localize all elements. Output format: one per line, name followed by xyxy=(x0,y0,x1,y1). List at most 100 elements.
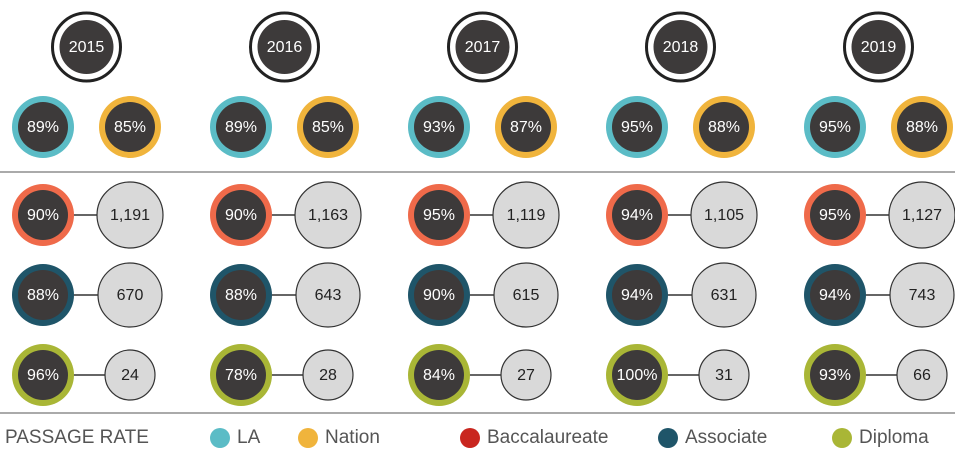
la-label: 95% xyxy=(621,119,653,136)
associate-label: 88% xyxy=(225,287,257,304)
count-circle xyxy=(294,181,362,249)
nation-label: 88% xyxy=(708,119,740,136)
associate-core xyxy=(810,270,860,320)
associate-core xyxy=(18,270,68,320)
count-circle xyxy=(896,349,948,401)
diploma-label: 100% xyxy=(617,367,658,384)
year-core xyxy=(257,20,312,74)
nation-core xyxy=(699,102,749,152)
legend-dot xyxy=(832,428,852,448)
count-label: 1,191 xyxy=(110,207,150,224)
count-label: 631 xyxy=(711,287,738,304)
year-label: 2018 xyxy=(663,39,699,56)
la-core xyxy=(414,102,464,152)
la-core xyxy=(216,102,266,152)
count-circle xyxy=(295,262,361,328)
associate-core xyxy=(216,270,266,320)
legend-dot xyxy=(460,428,480,448)
diploma-core xyxy=(216,350,266,400)
legend-label: LA xyxy=(237,427,261,448)
nation-core xyxy=(897,102,947,152)
year-core xyxy=(653,20,708,74)
legend-dot xyxy=(210,428,230,448)
year-core xyxy=(851,20,906,74)
nation-label: 88% xyxy=(906,119,938,136)
count-circle xyxy=(492,181,560,249)
diploma-label: 96% xyxy=(27,367,59,384)
legend-dot xyxy=(298,428,318,448)
diploma-label: 78% xyxy=(225,367,257,384)
la-label: 89% xyxy=(225,119,257,136)
count-label: 1,105 xyxy=(704,207,744,224)
diploma-core xyxy=(18,350,68,400)
la-core xyxy=(18,102,68,152)
baccalaureate-core xyxy=(414,190,464,240)
count-circle xyxy=(888,181,955,249)
diploma-core xyxy=(810,350,860,400)
legend-label: Diploma xyxy=(859,427,929,448)
nation-core xyxy=(501,102,551,152)
count-label: 66 xyxy=(913,367,931,384)
count-circle xyxy=(97,262,163,328)
count-label: 1,163 xyxy=(308,207,348,224)
count-label: 643 xyxy=(315,287,342,304)
la-core xyxy=(810,102,860,152)
associate-label: 90% xyxy=(423,287,455,304)
count-circle xyxy=(889,262,955,328)
count-circle xyxy=(96,181,164,249)
baccalaureate-label: 90% xyxy=(27,207,59,224)
diploma-core xyxy=(612,350,662,400)
count-label: 615 xyxy=(513,287,540,304)
legend-label: Associate xyxy=(685,427,767,448)
count-circle xyxy=(302,349,354,401)
legend-label: Baccalaureate xyxy=(487,427,608,448)
diploma-label: 84% xyxy=(423,367,455,384)
count-label: 1,127 xyxy=(902,207,942,224)
nation-label: 85% xyxy=(312,119,344,136)
count-circle xyxy=(691,262,757,328)
nation-core xyxy=(105,102,155,152)
baccalaureate-core xyxy=(18,190,68,240)
la-core xyxy=(612,102,662,152)
count-label: 743 xyxy=(909,287,936,304)
count-circle xyxy=(493,262,559,328)
count-label: 1,119 xyxy=(507,207,546,224)
diploma-core xyxy=(414,350,464,400)
year-label: 2016 xyxy=(267,39,303,56)
baccalaureate-core xyxy=(216,190,266,240)
associate-label: 94% xyxy=(819,287,851,304)
legend-label: Nation xyxy=(325,427,380,448)
baccalaureate-core xyxy=(810,190,860,240)
baccalaureate-core xyxy=(612,190,662,240)
count-circle xyxy=(500,349,552,401)
count-circle xyxy=(690,181,758,249)
nation-label: 87% xyxy=(510,119,542,136)
nation-core xyxy=(303,102,353,152)
baccalaureate-label: 95% xyxy=(819,207,851,224)
la-label: 89% xyxy=(27,119,59,136)
count-label: 28 xyxy=(319,367,337,384)
year-label: 2015 xyxy=(69,39,105,56)
count-circle xyxy=(104,349,156,401)
count-label: 24 xyxy=(121,367,139,384)
diploma-label: 93% xyxy=(819,367,851,384)
count-label: 27 xyxy=(517,367,535,384)
baccalaureate-label: 90% xyxy=(225,207,257,224)
count-label: 670 xyxy=(117,287,144,304)
count-circle xyxy=(698,349,750,401)
associate-core xyxy=(612,270,662,320)
associate-label: 94% xyxy=(621,287,653,304)
baccalaureate-label: 94% xyxy=(621,207,653,224)
associate-core xyxy=(414,270,464,320)
year-label: 2017 xyxy=(465,39,501,56)
associate-label: 88% xyxy=(27,287,59,304)
legend-title: PASSAGE RATE xyxy=(5,427,149,448)
count-label: 31 xyxy=(715,367,733,384)
nation-label: 85% xyxy=(114,119,146,136)
year-core xyxy=(59,20,114,74)
legend-dot xyxy=(658,428,678,448)
year-core xyxy=(455,20,510,74)
year-label: 2019 xyxy=(861,39,897,56)
la-label: 95% xyxy=(819,119,851,136)
